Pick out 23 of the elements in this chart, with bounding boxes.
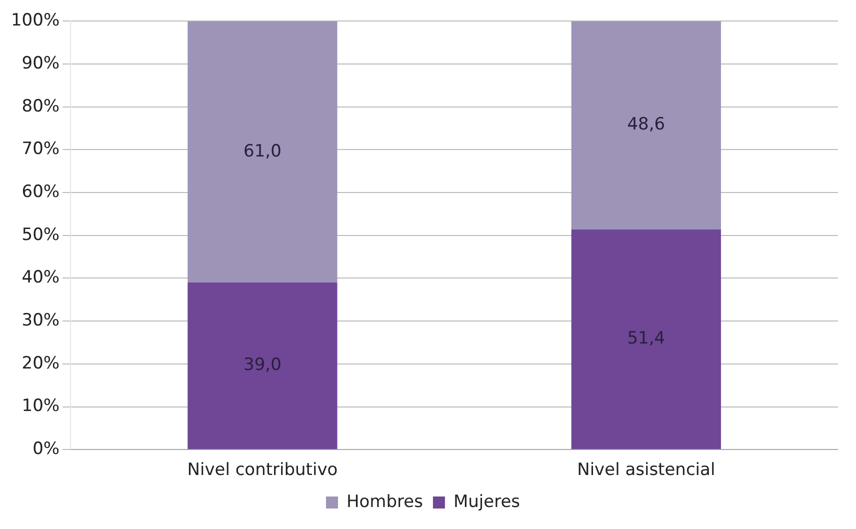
y-tick-label: 80% [22, 96, 60, 116]
x-tick-label: Nivel asistencial [577, 460, 716, 480]
legend-label: Hombres [346, 492, 424, 512]
y-tick-label: 70% [22, 139, 60, 160]
y-tick-label: 40% [22, 268, 60, 288]
y-tick-label: 50% [22, 224, 60, 245]
y-tick-label: 30% [22, 310, 60, 330]
data-label: 61,0 [244, 141, 282, 162]
y-tick-label: 60% [22, 182, 60, 202]
y-tick-label: 10% [22, 396, 60, 416]
bar [188, 21, 338, 283]
y-tick-label: 100% [10, 10, 60, 31]
y-tick-label: 90% [22, 53, 60, 74]
legend-label: Mujeres [453, 492, 520, 512]
x-tick-label: Nivel contributivo [187, 460, 338, 480]
bar [571, 21, 721, 230]
data-label: 51,4 [627, 328, 666, 349]
y-tick-label: 0% [32, 439, 60, 460]
bar [188, 282, 338, 450]
data-label: 39,0 [244, 355, 282, 376]
data-label: 48,6 [627, 114, 666, 135]
bar [571, 229, 721, 450]
y-tick-label: 20% [22, 353, 60, 374]
